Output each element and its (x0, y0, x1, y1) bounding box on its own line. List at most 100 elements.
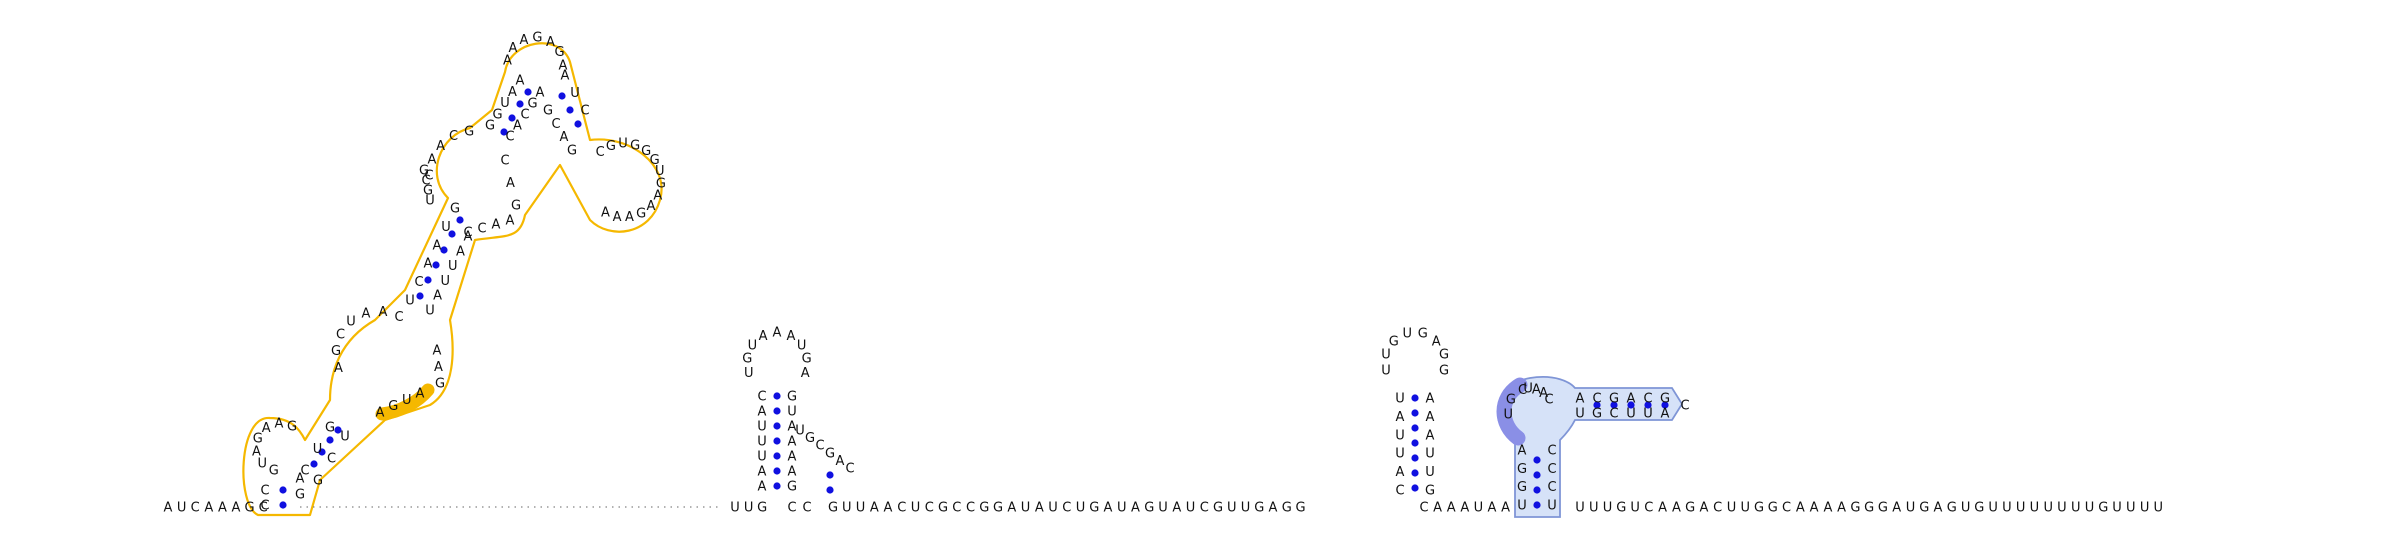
domain1-loop-nucleotide: C (477, 222, 486, 237)
domain1-helix-nucleotide: A (508, 85, 517, 100)
domain1-top-loop-nucleotide: G (532, 31, 542, 46)
domain1-highlight-segment (375, 383, 435, 421)
backbone-nucleotide: A (1447, 501, 1456, 516)
base-pair-dot (773, 467, 781, 475)
domain1-right-loop-nucleotide: G (650, 153, 660, 168)
base-pair-dot (773, 422, 781, 430)
domain1-stem-nucleotide: G (295, 488, 305, 503)
domain1-top-loop-nucleotide: A (519, 33, 528, 48)
domain1-highlight-nucleotide: U (402, 393, 412, 408)
domain1-helix-nucleotide: U (425, 304, 435, 319)
hairpin2-stem-nucleotide: G (787, 390, 797, 405)
base-pair-dot (416, 292, 424, 300)
domain1-top-loop-nucleotide: A (503, 54, 512, 69)
base-pair-dot (279, 501, 287, 509)
hairpin3-stem-nucleotide: U (1395, 428, 1405, 443)
backbone-nucleotide: A (164, 501, 173, 516)
backbone-nucleotide: C (966, 501, 975, 516)
backbone-nucleotide: A (884, 501, 893, 516)
backbone-nucleotide: A (870, 501, 879, 516)
backbone-nucleotide: G (828, 501, 838, 516)
backbone-nucleotide: A (1823, 501, 1832, 516)
base-pair-dot (524, 88, 532, 96)
base-pair-dot (1627, 401, 1635, 409)
hairpin2-side-loop-nucleotide: U (795, 424, 805, 439)
backbone-nucleotide: G (979, 501, 989, 516)
hairpin2-loop-nucleotide: A (773, 326, 782, 341)
backbone-nucleotide: G (1254, 501, 1264, 516)
backbone-nucleotide: A (1007, 501, 1016, 516)
backbone-nucleotide: U (730, 501, 740, 516)
backbone-nucleotide: U (1048, 501, 1058, 516)
base-pair-dot (826, 486, 834, 494)
hairpin2-side-loop-nucleotide: C (845, 462, 854, 477)
domain1-helix-nucleotide: A (433, 289, 442, 304)
hairpin2-stem-nucleotide: A (758, 480, 767, 495)
base-pair-dot (440, 246, 448, 254)
domain1-helix-nucleotide: C (414, 275, 423, 290)
hairpin2-stem-nucleotide: A (788, 450, 797, 465)
domain1-outline (242, 42, 663, 517)
hairpin3-stem-nucleotide: A (1396, 410, 1405, 425)
backbone-nucleotide: G (1768, 501, 1778, 516)
domain1-helix-nucleotide: C (300, 464, 309, 479)
domain1-helix-nucleotide: U (448, 259, 458, 274)
hairpin3-stem-nucleotide: U (1425, 447, 1435, 462)
domain1-helix-nucleotide: G (567, 144, 577, 159)
hairpin2-loop-nucleotide: A (786, 329, 795, 344)
domain1-highlight-nucleotide: G (388, 399, 398, 414)
backbone-nucleotide: A (1810, 501, 1819, 516)
backbone-nucleotide: G (1089, 501, 1099, 516)
domain1-helix-nucleotide: A (424, 257, 433, 272)
hairpin2-stem-nucleotide: U (757, 450, 767, 465)
backbone-nucleotide: G (1144, 501, 1154, 516)
domain1-top-loop-nucleotide: A (559, 59, 568, 74)
hairpin2-loop-nucleotide: U (744, 366, 754, 381)
base-pair-dot (1411, 409, 1419, 417)
hairpin2-stem-nucleotide: U (757, 420, 767, 435)
backbone-nucleotide: C (925, 501, 934, 516)
domain1-loop-nucleotide: G (253, 431, 263, 446)
domain1-highlight-nucleotide: A (376, 406, 385, 421)
base-pair-dot (1661, 401, 1669, 409)
domain1-right-loop-nucleotide: G (606, 139, 616, 154)
backbone-nucleotide: G (993, 501, 1003, 516)
base-pair-dot (773, 437, 781, 445)
backbone-nucleotide: A (204, 501, 213, 516)
domain1-helix-nucleotide: U (440, 274, 450, 289)
backbone-nucleotide: A (1892, 501, 1901, 516)
hairpin2-side-loop-nucleotide: G (825, 446, 835, 461)
backbone-nucleotide: U (1575, 501, 1585, 516)
base-pair-dot (310, 460, 318, 468)
hairpin3-stem-nucleotide: A (1426, 392, 1435, 407)
domain1-helix-nucleotide: C (520, 108, 529, 123)
hairpin3-loop-nucleotide: U (1402, 327, 1412, 342)
base-pair-dot (1533, 486, 1541, 494)
domain1-interior-loop-nucleotide: A (334, 361, 343, 376)
backbone-nucleotide: A (1658, 501, 1667, 516)
domain1-helix-nucleotide: U (500, 96, 510, 111)
domain1-loop-nucleotide: A (275, 417, 284, 432)
hairpin2-loop-nucleotide: A (759, 329, 768, 344)
domain1-loop-nucleotide: G (511, 199, 521, 214)
domain1-loop-nucleotide: A (428, 153, 437, 168)
domain1-loop-nucleotide: A (436, 139, 445, 154)
hairpin3-loop-nucleotide: G (1439, 348, 1449, 363)
domain1-helix-nucleotide: G (325, 421, 335, 436)
backbone-nucleotide: C (1419, 501, 1428, 516)
backbone-nucleotide: U (1988, 501, 1998, 516)
hairpin2-stem-nucleotide: A (758, 405, 767, 420)
base-pair-dot (773, 452, 781, 460)
backbone-nucleotide: C (952, 501, 961, 516)
base-pair-dot (279, 486, 287, 494)
domain1-helix-nucleotide: C (580, 104, 589, 119)
domain1-loop-nucleotide: G (287, 420, 297, 435)
base-pair-dot (1411, 424, 1419, 432)
domain2-stem-nucleotide: C (1547, 462, 1556, 477)
domain2-loop-nucleotide: A (1532, 382, 1541, 397)
domain2-loop-nucleotide: C (1545, 393, 1554, 408)
backbone-nucleotide: U (1021, 501, 1031, 516)
domain1-right-loop-nucleotide: U (655, 164, 665, 179)
backbone-nucleotide: G (1864, 501, 1874, 516)
hairpin3-stem-nucleotide: A (1426, 410, 1435, 425)
